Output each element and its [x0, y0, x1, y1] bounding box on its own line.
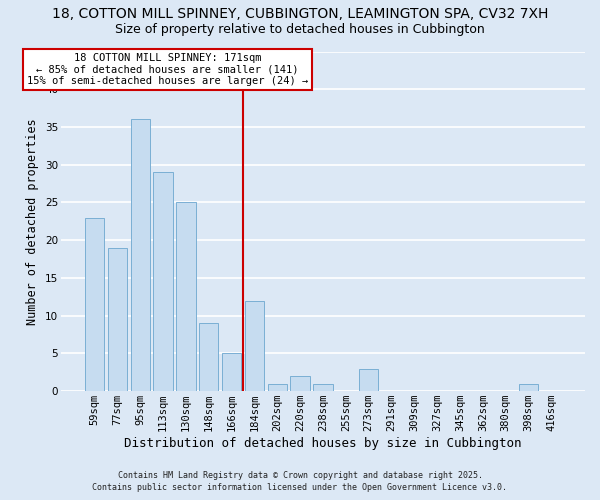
- Bar: [107, 248, 127, 391]
- Bar: [199, 323, 218, 391]
- Bar: [359, 368, 379, 391]
- Bar: [222, 354, 241, 391]
- Bar: [268, 384, 287, 391]
- Text: Size of property relative to detached houses in Cubbington: Size of property relative to detached ho…: [115, 24, 485, 36]
- Bar: [131, 120, 150, 391]
- Y-axis label: Number of detached properties: Number of detached properties: [26, 118, 40, 324]
- Bar: [245, 300, 264, 391]
- Bar: [290, 376, 310, 391]
- Bar: [519, 384, 538, 391]
- Text: 18, COTTON MILL SPINNEY, CUBBINGTON, LEAMINGTON SPA, CV32 7XH: 18, COTTON MILL SPINNEY, CUBBINGTON, LEA…: [52, 8, 548, 22]
- Text: 18 COTTON MILL SPINNEY: 171sqm
← 85% of detached houses are smaller (141)
15% of: 18 COTTON MILL SPINNEY: 171sqm ← 85% of …: [27, 53, 308, 86]
- Bar: [85, 218, 104, 391]
- Text: Contains HM Land Registry data © Crown copyright and database right 2025.
Contai: Contains HM Land Registry data © Crown c…: [92, 471, 508, 492]
- Bar: [313, 384, 333, 391]
- X-axis label: Distribution of detached houses by size in Cubbington: Distribution of detached houses by size …: [124, 437, 522, 450]
- Bar: [154, 172, 173, 391]
- Bar: [176, 202, 196, 391]
